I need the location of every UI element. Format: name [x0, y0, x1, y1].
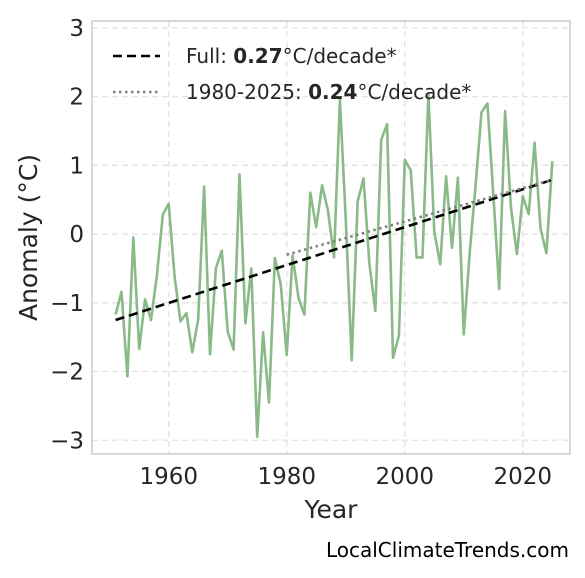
legend-entry-full-suffix: °C/decade*: [283, 44, 397, 68]
series-line-trend-full: [115, 178, 553, 322]
tick-labels: 1960 1980 2000 2020 −3 −2 −1 0 1 2 3: [50, 16, 552, 490]
series-line-trend-1980: [286, 178, 553, 256]
legend-entry-full-prefix: Full:: [186, 44, 233, 68]
x-tick-label-1980: 1980: [257, 464, 316, 490]
legend-entry-recent-suffix: °C/decade*: [357, 80, 471, 104]
x-tick-label-2000: 2000: [375, 464, 434, 490]
plot-frame: [91, 20, 571, 455]
site-credit: LocalClimateTrends.com: [325, 538, 569, 562]
grid: [92, 21, 570, 454]
series-layer: [114, 92, 554, 439]
y-tick-label-0: 0: [69, 222, 84, 248]
legend: Full: 0.27°C/decade* 1980-2025: 0.24°C/d…: [113, 44, 471, 104]
y-tick-label--3: −3: [50, 428, 84, 454]
legend-entry-full-value: 0.27: [233, 44, 282, 68]
y-tick-label-1: 1: [69, 153, 84, 179]
legend-entry-full: Full: 0.27°C/decade*: [186, 44, 397, 68]
x-axis-label: Year: [304, 495, 359, 524]
y-tick-label--1: −1: [50, 291, 84, 317]
y-tick-label-3: 3: [69, 16, 84, 42]
x-tick-label-2020: 2020: [494, 464, 553, 490]
series-line-anomaly: [114, 92, 554, 439]
y-tick-label--2: −2: [50, 360, 84, 386]
legend-entry-recent-value: 0.24: [308, 80, 357, 104]
legend-entry-recent-prefix: 1980-2025:: [186, 80, 308, 104]
y-tick-label-2: 2: [69, 85, 84, 111]
y-axis-label: Anomaly (°C): [14, 154, 43, 321]
x-tick-label-1960: 1960: [139, 464, 198, 490]
legend-entry-recent: 1980-2025: 0.24°C/decade*: [186, 80, 471, 104]
